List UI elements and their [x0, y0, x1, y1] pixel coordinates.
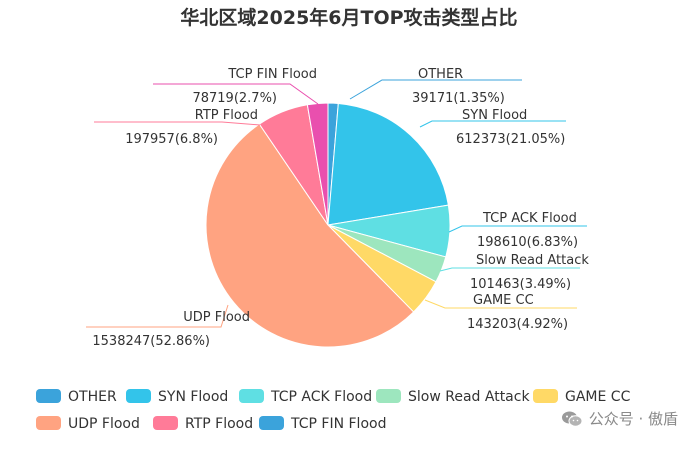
- legend-item-game-cc[interactable]: GAME CC: [533, 389, 631, 405]
- legend-swatch: [36, 416, 61, 430]
- legend-label: RTP Flood: [185, 416, 253, 432]
- leader-line: [153, 83, 319, 105]
- legend-item-tcp-ack-flood[interactable]: TCP ACK Flood: [239, 389, 372, 405]
- legend-item-slow-read-attack[interactable]: Slow Read Attack: [376, 389, 530, 405]
- legend-swatch: [126, 389, 151, 403]
- legend-swatch: [259, 416, 284, 430]
- leader-line: [94, 121, 261, 126]
- legend-swatch: [533, 389, 558, 403]
- leader-line: [448, 225, 587, 233]
- leader-line: [349, 79, 522, 100]
- legend-swatch: [36, 389, 61, 403]
- leader-line: [424, 299, 577, 309]
- wechat-icon: [561, 411, 583, 427]
- legend-item-rtp-flood[interactable]: RTP Flood: [153, 416, 253, 432]
- legend-item-tcp-fin-flood[interactable]: TCP FIN Flood: [259, 416, 386, 432]
- data-label-name: SYN Flood: [462, 108, 527, 123]
- legend-swatch: [239, 389, 264, 403]
- data-labels: OTHER 39171(1.35%) SYN Flood 612373(21.05%)…: [92, 67, 589, 349]
- data-label-value: 39171(1.35%): [412, 91, 505, 106]
- legend-label: GAME CC: [565, 389, 631, 405]
- data-label-value: 143203(4.92%): [467, 317, 568, 332]
- label-leader-lines: [86, 79, 587, 328]
- watermark-text: 公众号 · 傲盾: [588, 410, 678, 428]
- pie-slice-syn-flood[interactable]: [327, 102, 449, 226]
- data-label-value: 197957(6.8%): [125, 132, 218, 147]
- legend-item-other[interactable]: OTHER: [36, 389, 117, 405]
- legend-item-udp-flood[interactable]: UDP Flood: [36, 416, 140, 432]
- leader-line: [439, 267, 580, 272]
- data-label-name: OTHER: [418, 67, 463, 82]
- chart-legend: OTHER SYN Flood TCP ACK Flood Slow Read Att…: [36, 389, 631, 432]
- data-label-name: GAME CC: [473, 293, 534, 308]
- legend-label: TCP FIN Flood: [290, 416, 386, 432]
- data-label-value: 78719(2.7%): [192, 91, 277, 106]
- data-label-name: RTP Flood: [195, 108, 258, 123]
- data-label-value: 612373(21.05%): [456, 132, 565, 147]
- legend-swatch: [376, 389, 401, 403]
- legend-label: UDP Flood: [68, 416, 140, 432]
- legend-label: Slow Read Attack: [408, 389, 530, 405]
- chart-title: 华北区域2025年6月TOP攻击类型占比: [180, 6, 517, 29]
- legend-item-syn-flood[interactable]: SYN Flood: [126, 389, 228, 405]
- watermark: 公众号 · 傲盾: [561, 408, 678, 429]
- data-label-name: TCP ACK Flood: [482, 211, 577, 226]
- legend-swatch: [153, 416, 178, 430]
- legend-label: SYN Flood: [158, 389, 228, 405]
- legend-label: OTHER: [68, 389, 117, 405]
- data-label-value: 198610(6.83%): [477, 235, 578, 250]
- data-label-name: Slow Read Attack: [476, 253, 589, 268]
- data-label-name: TCP FIN Flood: [227, 67, 317, 82]
- legend-label: TCP ACK Flood: [270, 389, 372, 405]
- leader-line: [86, 304, 229, 328]
- pie-slice-udp-flood[interactable]: [205, 123, 415, 348]
- pie-slices: [205, 102, 451, 348]
- data-label-value: 101463(3.49%): [470, 277, 571, 292]
- data-label-name: UDP Flood: [183, 310, 250, 325]
- leader-line: [419, 120, 566, 128]
- data-label-value: 1538247(52.86%): [92, 334, 210, 349]
